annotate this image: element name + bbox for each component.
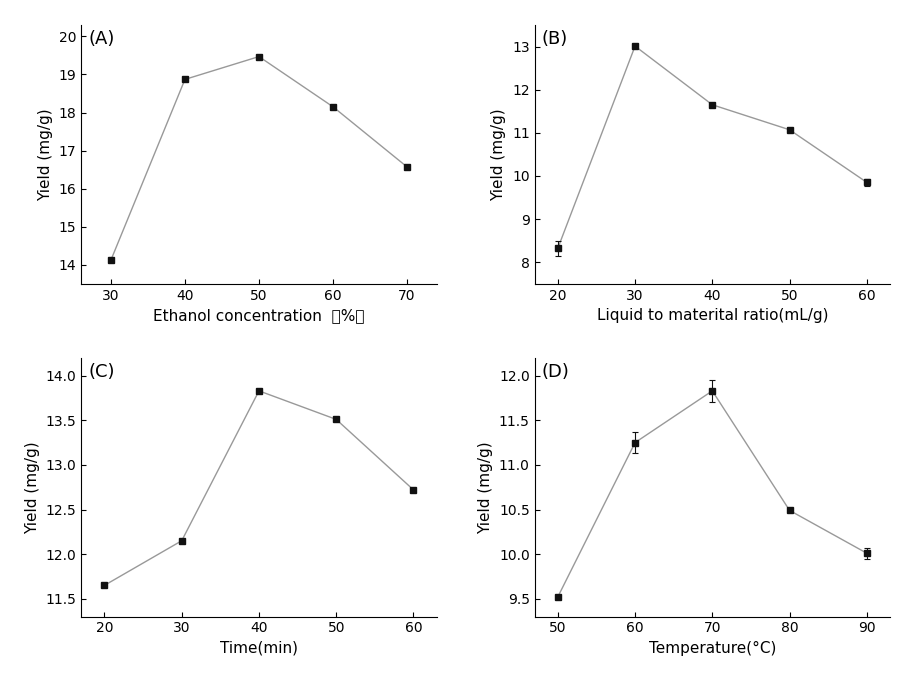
X-axis label: Liquid to materital ratio(mL/g): Liquid to materital ratio(mL/g) <box>597 308 828 323</box>
Y-axis label: Yield (mg/g): Yield (mg/g) <box>25 441 40 533</box>
Y-axis label: Yield (mg/g): Yield (mg/g) <box>38 108 53 201</box>
Text: (C): (C) <box>89 363 115 381</box>
Y-axis label: Yield (mg/g): Yield (mg/g) <box>491 108 507 201</box>
Y-axis label: Yield (mg/g): Yield (mg/g) <box>479 441 493 533</box>
X-axis label: Temperature(°C): Temperature(°C) <box>649 641 776 656</box>
Text: (B): (B) <box>542 30 568 48</box>
Text: (D): (D) <box>542 363 570 381</box>
X-axis label: Ethanol concentration  （%）: Ethanol concentration （%） <box>153 308 365 323</box>
X-axis label: Time(min): Time(min) <box>220 641 298 656</box>
Text: (A): (A) <box>89 30 114 48</box>
